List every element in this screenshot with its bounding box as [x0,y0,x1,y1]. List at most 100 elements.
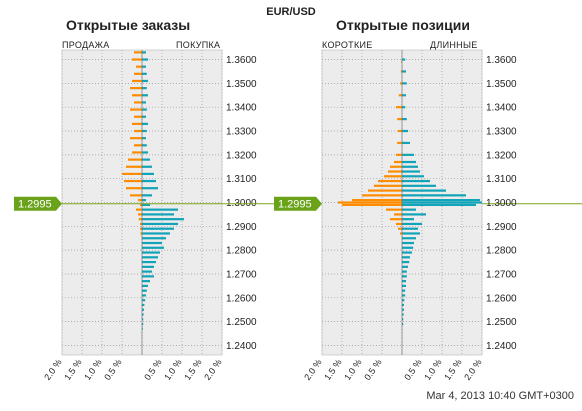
positions-bar-right [402,275,407,278]
orders-bar-right [142,208,178,211]
orders-bar-left [140,222,142,226]
orders-bar-left [132,94,142,97]
positions-current-price-label: 1.2995 [278,199,312,211]
orders-price-tick: 1.2500 [226,317,257,328]
positions-bar-right [402,208,416,211]
orders-bar-right [142,284,148,287]
orders-bar-right [142,227,174,230]
positions-price-tick: 1.2800 [486,246,517,257]
orders-bar-left [122,172,142,176]
symbol-title: EUR/USD [266,6,316,18]
orders-x-tick: 1.0 % [82,357,103,382]
orders-x-tick: 2.0 % [42,357,63,382]
positions-bar-right [402,170,420,173]
orders-bar-right [142,237,166,240]
orders-price-tick: 1.3600 [226,55,257,66]
positions-bar-left [396,222,402,226]
orders-bar-right [142,199,146,202]
orders-bar-right [142,187,158,190]
positions-bar-right [402,58,406,61]
positions-bar-right [402,232,420,235]
positions-bar-right [402,118,407,121]
orders-price-tick: 1.3300 [226,127,257,138]
positions-bar-left [342,203,402,206]
positions-bar-right [402,129,408,133]
positions-long-label: ДЛИННЫЕ [430,40,478,50]
orders-bar-left [132,122,142,125]
positions-x-tick: 1.0 % [422,357,443,382]
orders-bar-right [142,194,152,197]
positions-bar-right [402,175,424,178]
positions-bar-left [400,232,402,235]
positions-bar-left [396,153,402,156]
positions-bar-left [352,199,402,202]
positions-bar-right [402,94,406,97]
orders-bar-right [142,137,146,140]
positions-bar-left [396,106,402,109]
orders-bar-right [142,222,178,226]
positions-bar-left [398,94,402,97]
orders-bar-right [142,308,144,311]
positions-bar-right [402,160,416,164]
orders-bar-right [142,94,148,97]
positions-bar-right [402,256,410,259]
positions-bar-right [402,70,406,73]
orders-bar-right [142,51,146,54]
orders-sell-label: ПРОДАЖА [62,40,110,50]
orders-bar-right [142,129,147,133]
orders-bar-left [140,203,142,206]
positions-bar-left [397,118,402,121]
orders-bar-right [142,72,147,75]
positions-price-tick: 1.2700 [486,269,517,280]
positions-bar-right [402,284,406,287]
orders-bar-right [142,165,152,168]
orders-bar-left [130,194,142,197]
orders-bar-right [142,294,146,297]
positions-bar-right [402,299,405,302]
positions-bar-right [402,213,426,216]
positions-bar-left [401,60,402,64]
orders-bar-right [142,260,156,264]
positions-bar-left [338,201,402,204]
timestamp: Mar 4, 2013 10:40 GMT+0300 [426,390,574,402]
positions-panel-title: Открытые позиции [336,17,470,33]
positions-bar-right [402,280,406,283]
orders-bar-left [132,58,142,61]
orders-bar-left [134,72,142,75]
positions-bar-right [402,184,436,187]
orders-bar-right [142,270,152,273]
orders-bar-right [142,101,146,104]
positions-price-tick: 1.3100 [486,174,517,185]
positions-price-tick: 1.3600 [486,55,517,66]
positions-bar-right [402,189,446,192]
orders-bar-right [142,313,144,316]
positions-short-label: КОРОТКИЕ [322,40,373,50]
positions-bar-right [402,194,466,197]
positions-x-tick: 1.5 % [442,357,463,382]
orders-bar-left [134,115,142,118]
positions-bar-left [398,227,402,230]
orders-price-tick: 1.2700 [226,269,257,280]
positions-bar-right [402,218,414,221]
orders-bar-left [132,151,142,154]
positions-bar-right [402,308,404,311]
positions-x-tick: 2.0 % [462,357,483,382]
positions-bar-right [402,237,416,240]
orders-bar-left [128,158,142,161]
positions-price-tick: 1.2900 [486,222,517,233]
positions-bar-right [402,199,480,202]
positions-bar-right [402,251,412,254]
orders-bar-right [142,108,147,111]
orders-bar-left [134,51,142,54]
orders-bar-left [124,179,142,183]
orders-bar-right [142,299,146,302]
orders-bar-left [126,187,142,190]
orders-bar-right [142,58,148,61]
orders-price-tick: 1.2800 [226,246,257,257]
orders-bar-left [130,87,142,90]
positions-bar-right [402,246,414,249]
orders-bar-left [126,165,142,168]
orders-price-tick: 1.2600 [226,293,257,304]
